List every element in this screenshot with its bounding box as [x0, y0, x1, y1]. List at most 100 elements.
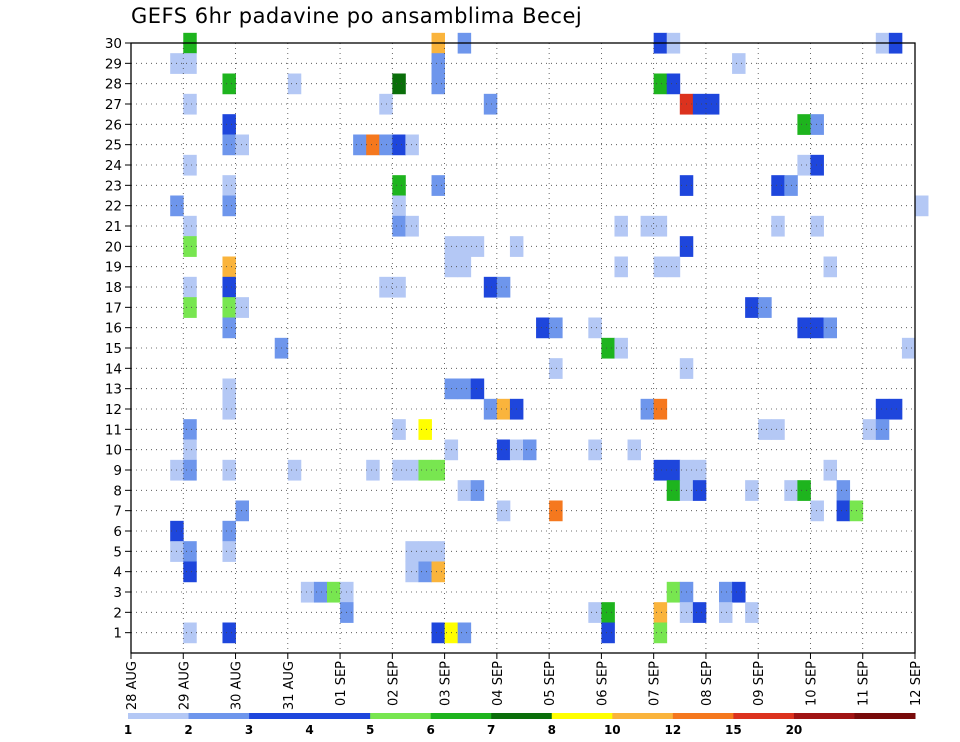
precip-cell — [797, 480, 811, 501]
precip-cell — [771, 419, 785, 440]
precip-cell — [483, 398, 498, 420]
precip-cell — [222, 317, 236, 339]
precip-cell — [235, 500, 249, 522]
colorbar-label: 20 — [786, 723, 803, 737]
precip-cell — [222, 398, 236, 420]
colorbar-segment — [430, 713, 492, 719]
colorbar: 1 2 3 4 5 6 7 8 10 12 15 20 — [124, 713, 916, 737]
precip-cell — [327, 581, 341, 603]
precip-cell — [797, 114, 811, 135]
precip-cell — [287, 459, 302, 481]
y-tick-label: 3 — [113, 585, 122, 601]
colorbar-label: 2 — [184, 723, 192, 737]
colorbar-segment — [249, 713, 311, 719]
precip-cell — [836, 500, 851, 522]
y-tick-label: 7 — [113, 504, 122, 520]
precip-cell — [392, 419, 406, 440]
precip-cell — [457, 378, 472, 400]
x-tick-label: 31 AUG — [282, 661, 297, 710]
precip-cell — [719, 581, 733, 603]
precip-cell — [836, 480, 851, 501]
colorbar-segment — [309, 713, 371, 719]
y-tick-label: 5 — [113, 544, 122, 560]
precip-cell — [875, 419, 890, 440]
precip-cell — [915, 195, 929, 217]
precip-cell — [653, 73, 668, 95]
precip-cell — [823, 256, 837, 278]
precip-cell — [183, 459, 197, 481]
precip-cell — [666, 256, 681, 278]
precip-cell — [405, 561, 419, 583]
precip-cell — [392, 459, 406, 481]
x-tick-label: 10 SEP — [804, 661, 819, 706]
y-tick-label: 25 — [105, 138, 122, 154]
colorbar-label: 8 — [548, 723, 556, 737]
precip-cell — [457, 480, 472, 501]
x-tick-label: 01 SEP — [334, 661, 349, 706]
precip-cell — [758, 419, 772, 440]
y-tick-label: 13 — [105, 382, 122, 398]
precip-cell — [601, 602, 615, 623]
precip-cell — [235, 297, 249, 318]
precip-cell — [405, 215, 419, 237]
precip-cell — [418, 541, 432, 562]
x-tick-label: 02 SEP — [386, 661, 401, 706]
y-tick-label: 17 — [105, 300, 122, 316]
precip-cell — [222, 175, 236, 196]
precip-cell — [222, 114, 236, 135]
precip-cell — [496, 276, 511, 298]
colorbar-label: 10 — [604, 723, 621, 737]
precip-cell — [666, 480, 681, 501]
precip-cell — [653, 622, 668, 644]
precip-cell — [392, 215, 406, 237]
grid-layer — [131, 42, 915, 653]
precip-cell — [392, 195, 406, 217]
precip-cell — [666, 459, 681, 481]
precip-cell — [222, 297, 236, 318]
precip-cell — [222, 378, 236, 400]
precip-cell — [392, 73, 406, 95]
precip-cell — [810, 500, 824, 522]
x-tick-label: 05 SEP — [543, 661, 558, 706]
precip-cell — [183, 297, 197, 318]
precip-cell — [732, 53, 746, 74]
precip-cell — [405, 541, 419, 562]
colorbar-segment — [491, 713, 553, 719]
precip-cell — [366, 459, 380, 481]
precip-cell — [810, 114, 824, 135]
y-tick-label: 6 — [113, 524, 122, 540]
precip-cell — [353, 134, 367, 156]
colorbar-segment — [854, 713, 916, 719]
precip-cell — [771, 215, 785, 237]
precip-cell — [653, 215, 668, 237]
y-tick-label: 21 — [105, 219, 122, 235]
x-tick-label: 09 SEP — [752, 661, 767, 706]
precip-cell — [470, 480, 485, 501]
x-tick-label: 08 SEP — [700, 661, 715, 706]
precip-cell — [483, 276, 498, 298]
precip-cell — [431, 459, 445, 481]
precip-cell — [183, 541, 197, 562]
precip-cell — [627, 439, 641, 461]
precip-cell — [457, 622, 472, 644]
x-tick-label: 03 SEP — [439, 661, 454, 706]
y-tick-label: 24 — [105, 158, 122, 174]
colorbar-segment — [188, 713, 250, 719]
precip-cell — [392, 134, 406, 156]
colorbar-segment — [793, 713, 855, 719]
precip-cell — [810, 154, 824, 176]
precip-cell — [797, 317, 811, 339]
precip-cell — [601, 622, 615, 644]
precip-cell — [457, 236, 472, 257]
precip-cell — [692, 480, 707, 501]
y-tick-label: 15 — [105, 341, 122, 357]
colorbar-segment — [672, 713, 734, 719]
precip-cell — [640, 215, 655, 237]
precip-cell — [431, 53, 445, 74]
precip-cell — [431, 561, 445, 583]
precip-cell — [536, 317, 550, 339]
precip-cell — [588, 317, 602, 339]
x-axis: 28 AUG 29 AUG 30 AUG 31 AUG 01 SEP 02 SEP 03 S… — [125, 653, 924, 710]
precip-cell — [366, 134, 380, 156]
